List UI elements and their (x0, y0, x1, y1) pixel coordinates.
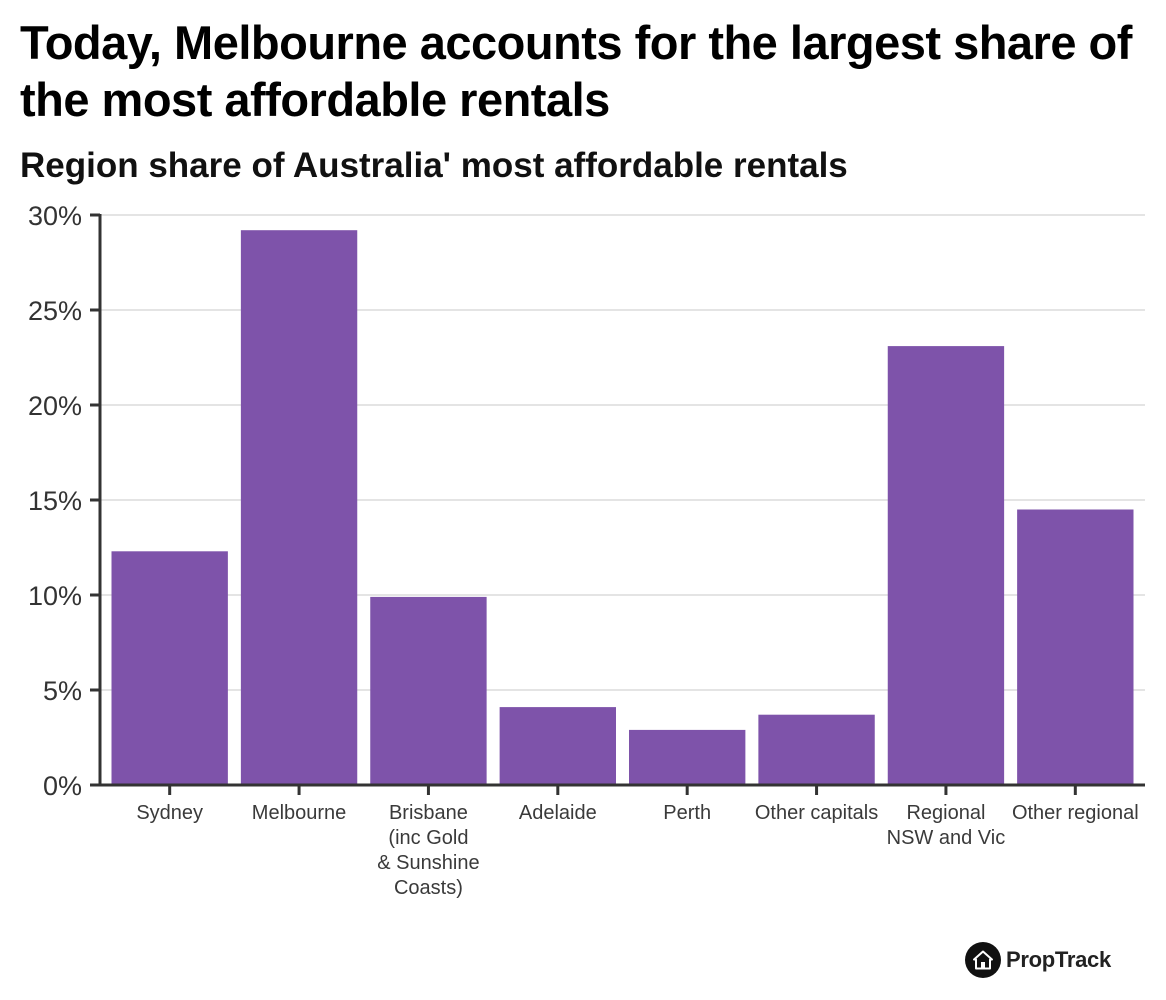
y-tick-label: 15% (28, 486, 82, 516)
y-axis-ticks: 0% 5% 10% 15% 20% 25% 30% (28, 201, 100, 801)
x-tick-label: Sydney (136, 802, 203, 824)
bar (240, 230, 358, 785)
y-tick-label: 0% (43, 771, 82, 801)
y-tick-label: 10% (28, 581, 82, 611)
bar (370, 596, 487, 785)
x-tick-label: Adelaide (519, 802, 597, 824)
bar (758, 714, 875, 785)
y-tick-label: 25% (28, 296, 82, 326)
bar (887, 346, 1005, 785)
house-icon (965, 942, 1001, 978)
chart-subtitle: Region share of Australia' most affordab… (20, 146, 848, 185)
x-tick-label: Perth (663, 802, 711, 824)
x-tick-label: Regional NSW and Vic (887, 802, 1006, 849)
x-tick-label: Melbourne (252, 802, 347, 824)
bar (1017, 509, 1134, 785)
bar (629, 729, 746, 785)
x-tick-label: Other capitals (755, 802, 878, 824)
chart-title: Today, Melbourne accounts for the larges… (20, 16, 1132, 126)
proptrack-logo: PropTrack (965, 941, 1111, 979)
y-tick-label: 20% (28, 391, 82, 421)
x-axis-ticks: Sydney Melbourne Brisbane (inc Gold & Sunshi… (136, 785, 1139, 899)
x-tick-label: Other regional (1012, 802, 1139, 824)
bars (111, 230, 1134, 785)
x-tick-label: Brisbane (inc Gold & Sunshine Coasts) (377, 802, 479, 899)
bar (499, 707, 616, 785)
logo-text: PropTrack (1006, 947, 1111, 972)
bar (111, 551, 228, 785)
y-tick-label: 30% (28, 201, 82, 231)
y-tick-label: 5% (43, 676, 82, 706)
